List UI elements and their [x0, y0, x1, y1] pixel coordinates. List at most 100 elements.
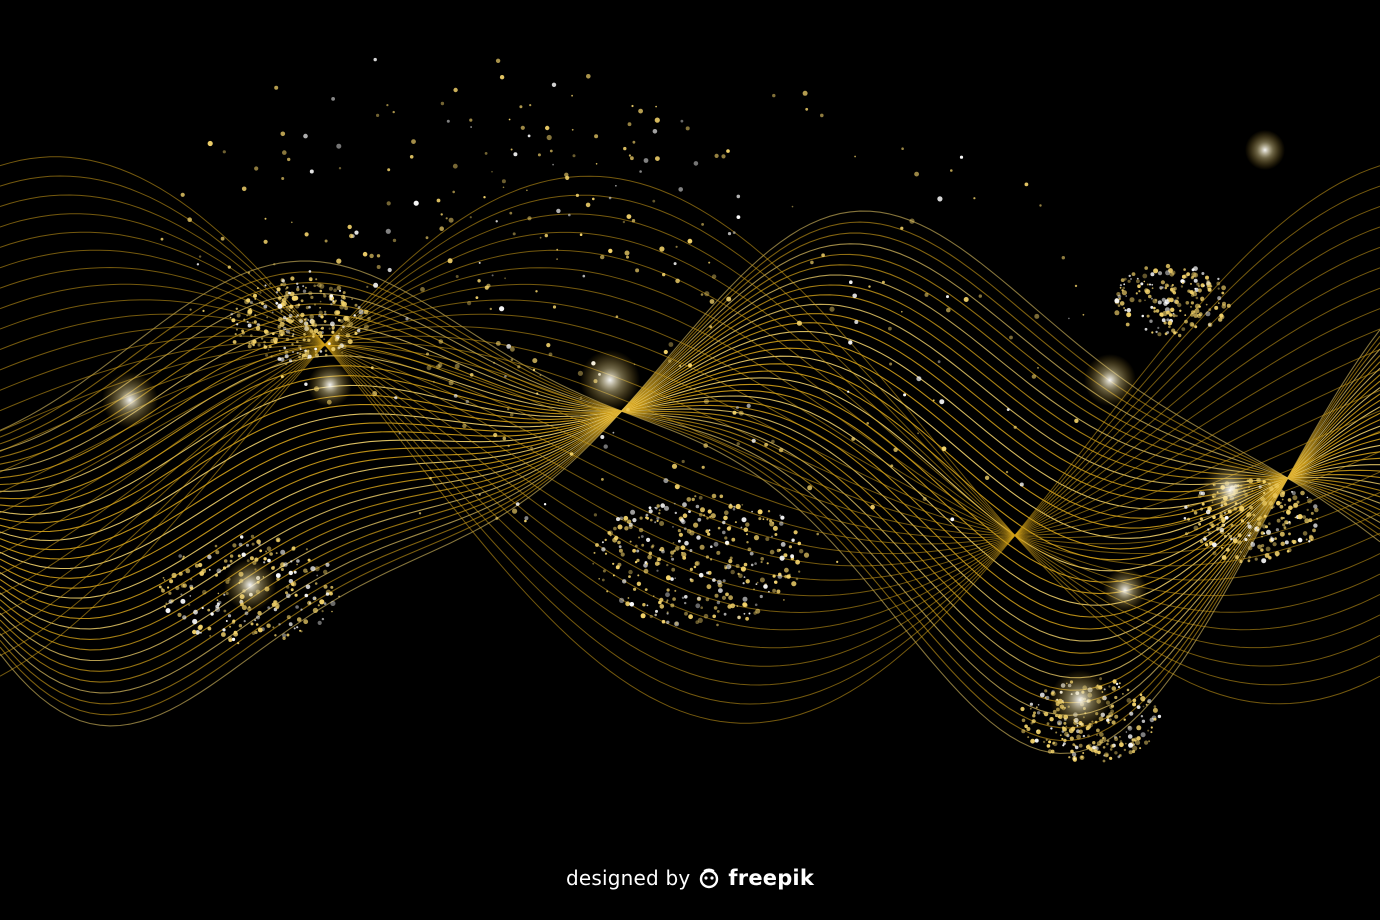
glitter-dot	[1270, 506, 1274, 510]
wave-line	[0, 213, 1380, 667]
glitter-dot	[248, 342, 251, 345]
glitter-dot	[677, 529, 682, 533]
glitter-dot	[1291, 491, 1296, 496]
glitter-dot	[1114, 310, 1120, 316]
glitter-dot	[1207, 528, 1210, 531]
glitter-dot	[1247, 524, 1252, 529]
glitter-dot	[1205, 544, 1208, 546]
glitter-dot	[1262, 524, 1267, 529]
glitter-dot	[256, 539, 261, 544]
glitter-dot	[1136, 705, 1141, 709]
glitter-dot	[324, 349, 328, 353]
glitter-dot	[636, 581, 642, 586]
glitter-dot	[1168, 325, 1171, 329]
glitter-dot	[629, 602, 635, 607]
glitter-dot	[293, 570, 297, 574]
glitter-dot	[1272, 493, 1278, 499]
glitter-dot	[1207, 511, 1209, 513]
glitter-dot	[717, 579, 722, 585]
glitter-dot	[409, 155, 414, 159]
glitter-dot	[309, 329, 314, 333]
glitter-dot	[601, 578, 605, 582]
glitter-dot	[1114, 298, 1120, 304]
wave-line	[0, 175, 1380, 705]
glitter-dot	[511, 508, 518, 514]
glitter-dot	[922, 496, 927, 501]
glitter-dot	[779, 555, 785, 561]
glitter-dot	[1230, 538, 1233, 541]
glitter-dot	[1034, 313, 1040, 319]
glitter-dot	[1153, 717, 1157, 721]
glitter-dot	[316, 284, 318, 287]
glitter-dot	[386, 104, 389, 107]
glitter-dot	[1164, 286, 1168, 290]
glitter-dot	[656, 504, 660, 508]
glitter-dot	[881, 280, 885, 284]
glitter-dot	[746, 403, 751, 408]
glitter-dot	[266, 316, 269, 319]
glitter-dot	[695, 504, 700, 509]
glitter-dot	[163, 605, 166, 608]
glitter-dot	[1183, 268, 1186, 271]
glitter-dot	[767, 510, 771, 513]
glitter-dot	[1110, 744, 1115, 749]
glitter-dot	[1217, 277, 1220, 281]
glitter-dot	[769, 521, 775, 527]
glitter-dot	[890, 464, 894, 468]
glitter-dot	[852, 293, 857, 299]
glitter-dot	[630, 156, 634, 161]
glitter-dot	[754, 562, 757, 565]
glitter-dot	[285, 290, 290, 296]
glitter-dot	[1096, 728, 1100, 733]
glitter-dot	[263, 329, 268, 334]
glitter-dot	[659, 604, 665, 609]
glitter-dot	[753, 588, 755, 591]
glitter-dot	[1283, 526, 1287, 530]
glitter-dot	[854, 320, 859, 324]
glitter-dot	[181, 557, 185, 560]
glitter-dot	[1114, 751, 1118, 755]
glitter-dot	[448, 380, 454, 386]
glitter-dot	[735, 406, 739, 410]
glitter-dot	[467, 301, 472, 306]
glitter-dot	[1175, 314, 1178, 317]
glitter-dot	[1227, 532, 1230, 535]
glitter-dot	[1187, 504, 1190, 507]
wave-line	[0, 282, 1380, 729]
glitter-dot	[789, 573, 791, 576]
glitter-dot	[331, 330, 335, 334]
glitter-dot	[688, 363, 692, 368]
glitter-dot	[900, 226, 904, 230]
glitter-dot	[246, 298, 251, 303]
glitter-dot	[495, 516, 499, 520]
glitter-dot	[728, 504, 733, 509]
glitter-dot	[292, 292, 295, 295]
glitter-dot	[331, 327, 335, 331]
glitter-dot	[701, 465, 705, 469]
glitter-dot	[941, 446, 947, 452]
glitter-dot	[1147, 699, 1152, 703]
glitter-dot	[469, 118, 473, 122]
glitter-dot	[259, 549, 263, 553]
glitter-dot	[1174, 299, 1180, 305]
glitter-dot	[392, 110, 395, 114]
glitter-dot	[288, 313, 293, 318]
glitter-dot	[648, 506, 652, 510]
glitter-dot	[263, 239, 268, 244]
glitter-dot	[666, 599, 669, 602]
glitter-dot	[565, 175, 570, 180]
glitter-dot	[626, 214, 632, 220]
glitter-dot	[1197, 494, 1202, 498]
glitter-dot	[1050, 727, 1053, 730]
glitter-dot	[1078, 729, 1083, 734]
glitter-dot	[1187, 531, 1190, 534]
glitter-dot	[666, 612, 669, 615]
glitter-dot	[222, 150, 226, 154]
glitter-dot	[829, 306, 835, 312]
glitter-dot	[984, 475, 990, 480]
glitter-dot	[1221, 291, 1225, 295]
glitter-dot	[453, 87, 458, 93]
credit-prefix: designed by	[565, 866, 691, 890]
glitter-dot	[527, 134, 531, 138]
glitter-dot	[714, 153, 719, 158]
